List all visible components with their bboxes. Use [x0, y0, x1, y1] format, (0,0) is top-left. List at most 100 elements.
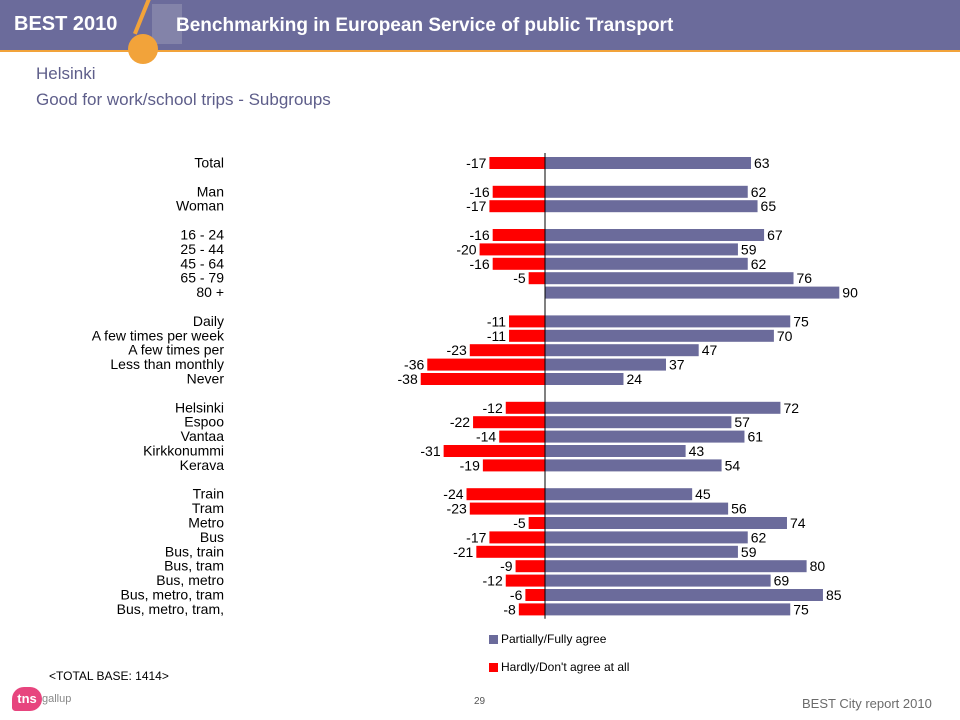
bar-positive — [545, 315, 791, 328]
value-label-negative: -5 — [513, 270, 526, 286]
bar-positive — [545, 560, 807, 573]
page-title: Helsinki — [36, 64, 96, 83]
category-label: Less than monthly — [110, 356, 224, 372]
category-label: 16 - 24 — [180, 227, 224, 243]
value-label-positive: 75 — [793, 601, 809, 617]
category-label: Bus, metro, tram, — [117, 601, 224, 617]
bar-positive — [545, 531, 748, 544]
value-label-negative: -17 — [466, 155, 486, 171]
value-label-negative: -17 — [466, 529, 486, 545]
bar-negative — [492, 229, 545, 241]
value-label-negative: -20 — [456, 241, 476, 257]
bar-negative — [473, 416, 545, 429]
bar-negative — [525, 589, 545, 601]
bar-negative — [505, 401, 545, 414]
bar-negative — [528, 272, 545, 285]
value-label-negative: -36 — [404, 357, 424, 373]
category-label: Woman — [176, 198, 224, 214]
legend-label-positive: Partially/Fully agree — [501, 632, 607, 646]
value-label-negative: -19 — [460, 457, 480, 473]
category-label: 25 - 44 — [180, 241, 224, 257]
page-subtitle: Good for work/school trips - Subgroups — [36, 90, 331, 109]
accent-dot — [128, 34, 158, 64]
category-label: Bus, tram — [164, 558, 224, 574]
value-label-positive: 57 — [734, 414, 750, 430]
bar-positive — [545, 200, 758, 213]
value-label-negative: -5 — [513, 515, 526, 531]
category-label: Tram — [192, 500, 224, 516]
value-label-negative: -6 — [510, 587, 523, 603]
value-label-positive: 24 — [626, 371, 642, 387]
bar-negative — [466, 488, 545, 501]
value-label-negative: -16 — [469, 227, 489, 243]
legend-swatch-positive — [489, 635, 498, 645]
bar-negative — [489, 200, 545, 213]
bar-positive — [545, 502, 729, 515]
bar-positive — [545, 358, 666, 371]
value-label-positive: 47 — [702, 342, 718, 358]
value-label-negative: -21 — [453, 544, 473, 560]
bar-positive — [545, 401, 781, 414]
bar-positive — [545, 373, 624, 385]
value-label-positive: 45 — [695, 486, 711, 502]
category-label: A few times per week — [92, 327, 225, 343]
value-label-negative: -12 — [483, 573, 503, 589]
bar-negative — [489, 157, 545, 169]
brand-label: BEST 2010 — [14, 13, 118, 35]
bar-negative — [476, 545, 545, 558]
category-label: Kirkkonummi — [143, 443, 224, 459]
legend-swatch-negative — [489, 663, 498, 673]
value-label-positive: 59 — [741, 544, 757, 560]
value-label-positive: 75 — [793, 313, 809, 329]
category-label: Kerava — [180, 457, 225, 473]
total-base-note: <TOTAL BASE: 1414> — [49, 669, 169, 683]
value-label-positive: 67 — [767, 227, 783, 243]
bar-negative — [482, 459, 545, 472]
value-label-positive: 56 — [731, 501, 747, 517]
value-label-positive: 54 — [725, 457, 741, 473]
tns-gallup-logo: tns gallup — [12, 687, 72, 713]
header-bar: BEST 2010 Benchmarking in European Servi… — [0, 0, 960, 50]
value-label-positive: 61 — [747, 429, 763, 445]
category-label: Bus, metro, tram — [121, 587, 224, 603]
value-label-positive: 63 — [754, 155, 770, 171]
value-label-positive: 80 — [810, 558, 826, 574]
header-photo — [152, 4, 182, 44]
bar-positive — [545, 272, 794, 285]
header-title: Benchmarking in European Service of publ… — [176, 15, 674, 36]
value-label-positive: 72 — [783, 400, 799, 416]
value-label-positive: 43 — [689, 443, 705, 459]
category-label: 80 + — [196, 284, 224, 300]
category-label: Train — [193, 486, 224, 502]
bar-negative — [469, 344, 545, 357]
value-label-negative: -14 — [476, 429, 496, 445]
logo-sub: gallup — [42, 693, 72, 705]
bar-positive — [545, 257, 748, 270]
value-label-positive: 59 — [741, 241, 757, 257]
bar-negative — [489, 531, 545, 544]
bar-negative — [515, 560, 545, 573]
category-label: Bus — [200, 529, 224, 545]
value-label-negative: -31 — [420, 443, 440, 459]
value-label-negative: -16 — [469, 256, 489, 272]
value-label-negative: -12 — [483, 400, 503, 416]
footer-report-label: BEST City report 2010 — [802, 696, 932, 711]
value-label-negative: -17 — [466, 198, 486, 214]
bar-negative — [509, 315, 545, 328]
category-label: Daily — [193, 313, 224, 329]
category-label: Metro — [188, 515, 224, 531]
category-label: Bus, train — [165, 543, 224, 559]
value-label-positive: 70 — [777, 328, 793, 344]
logo-bubble: tns — [12, 687, 42, 711]
value-label-positive: 76 — [797, 270, 813, 286]
accent-line — [0, 50, 960, 52]
value-label-positive: 90 — [842, 285, 858, 301]
value-label-positive: 65 — [761, 198, 777, 214]
value-label-positive: 62 — [751, 184, 767, 200]
value-label-negative: -23 — [447, 342, 467, 358]
legend-item-negative: Hardly/Don't agree at all — [489, 660, 629, 674]
category-label: Helsinki — [175, 399, 224, 415]
bar-negative — [499, 430, 545, 443]
bar-positive — [545, 185, 748, 198]
